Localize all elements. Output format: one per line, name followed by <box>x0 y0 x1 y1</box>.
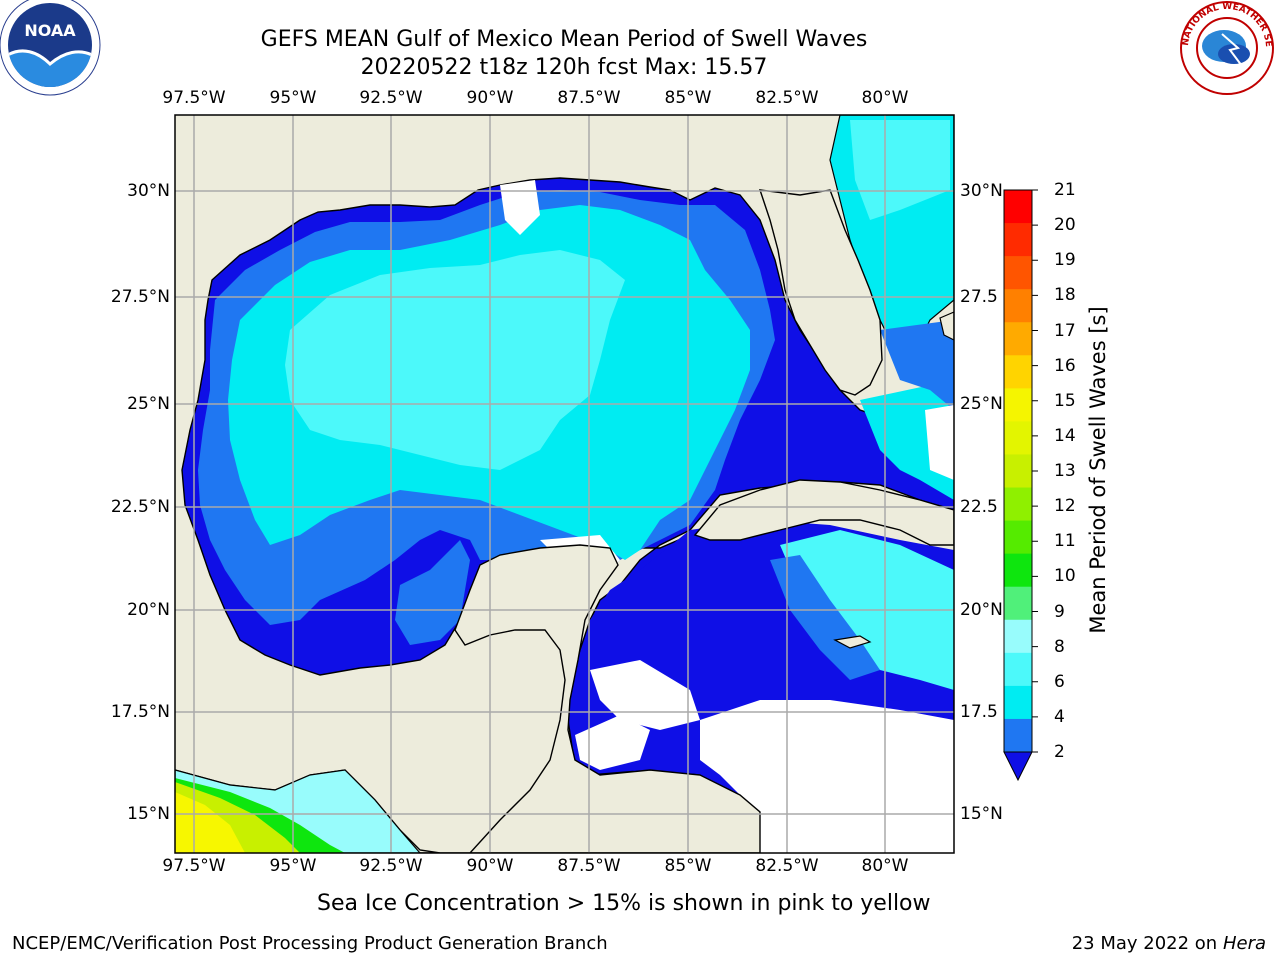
lon-label: 85°W <box>664 856 712 876</box>
colorbar-segment <box>1004 718 1032 753</box>
lat-label: 17.5°N <box>110 702 170 722</box>
colorbar-tick-label: 4 <box>1054 706 1065 727</box>
florida-land <box>758 189 883 396</box>
no-data-patch <box>925 405 954 480</box>
colorbar-segment <box>1004 685 1032 720</box>
colorbar-segment <box>1004 553 1032 588</box>
colorbar-tick-label: 14 <box>1054 425 1076 446</box>
island-outline <box>833 635 872 649</box>
lon-label: 90°W <box>466 88 514 108</box>
colorbar-tick-label: 16 <box>1054 355 1076 376</box>
lon-label: 87.5°W <box>557 88 621 108</box>
no-data-patch <box>575 715 650 770</box>
lon-label: 97.5°W <box>162 856 226 876</box>
credit-branch: NCEP/EMC/Verification Post Processing Pr… <box>12 933 608 954</box>
colorbar-segment <box>1004 586 1032 621</box>
colorbar-segment <box>1004 355 1032 389</box>
colorbar-tick-label: 11 <box>1054 531 1076 552</box>
colorbar-tick-label: 12 <box>1054 496 1076 517</box>
lat-label: 20°N <box>960 600 1003 620</box>
colorbar-tick-label: 17 <box>1054 320 1076 341</box>
colorbar-segment <box>1004 256 1032 290</box>
pacific-contour-14-15 <box>175 792 245 853</box>
no-data-patch <box>500 180 540 235</box>
bahamas-contour-2-4 <box>880 320 954 410</box>
lat-label: 15°N <box>960 804 1003 824</box>
lon-label: 87.5°W <box>557 856 621 876</box>
map-title: GEFS MEAN Gulf of Mexico Mean Period of … <box>260 27 868 52</box>
lat-label: 22.5 <box>960 497 998 517</box>
atlantic-contour-6-8 <box>850 120 950 220</box>
colorbar-segment <box>1004 388 1032 422</box>
lon-label: 95°W <box>269 856 317 876</box>
lat-label: 25°N <box>960 394 1003 414</box>
colorbar-tick-label: 10 <box>1054 566 1076 587</box>
noaa-logo: NOAA <box>0 0 101 96</box>
colorbar-segment <box>1004 421 1032 455</box>
caribbean-contour-2-4 <box>770 555 880 680</box>
grid-lines <box>175 115 954 853</box>
lat-label: 15°N <box>127 804 170 824</box>
colorbar-tick-label: 2 <box>1054 742 1065 762</box>
nws-ring-text: NATIONAL WEATHER SERVICE <box>0 0 1273 47</box>
colorbar-tick-label: 8 <box>1054 636 1065 657</box>
map-area <box>175 115 954 853</box>
lon-label: 85°W <box>664 88 712 108</box>
lat-label: 22.5°N <box>110 497 170 517</box>
colorbar-segment <box>1004 289 1032 323</box>
colorbar-segment <box>1004 454 1032 489</box>
credit-date: 23 May 2022 on Hera <box>1072 933 1266 954</box>
colorbar <box>1003 189 1038 782</box>
credit-host: Hera <box>1222 933 1266 954</box>
lon-label: 80°W <box>861 88 909 108</box>
lat-label: 30°N <box>960 181 1003 201</box>
map-frame <box>174 114 955 854</box>
colorbar-label: Mean Period of Swell Waves [s] <box>1086 306 1110 634</box>
colorbar-segment <box>1004 322 1032 356</box>
credit-date-text: 23 May 2022 on <box>1071 933 1218 954</box>
lon-label: 97.5°W <box>162 88 226 108</box>
colorbar-segment <box>1004 223 1032 257</box>
sea-ice-note: Sea Ice Concentration > 15% is shown in … <box>317 891 931 916</box>
colorbar-tick-label: 18 <box>1054 285 1076 306</box>
gulf-contour-6-8 <box>285 250 625 470</box>
lat-label: 30°N <box>127 181 170 201</box>
colorbar-tick-label: 21 <box>1054 180 1076 200</box>
nws-logo: NATIONAL WEATHER SERVICE <box>0 0 1274 95</box>
lat-label: 20°N <box>127 600 170 620</box>
colorbar-tick-label: 20 <box>1054 215 1076 236</box>
lat-label: 17.5 <box>960 702 998 722</box>
lon-label: 90°W <box>466 856 514 876</box>
lat-label: 25°N <box>127 394 170 414</box>
campeche-contour-2-4 <box>395 540 470 645</box>
lon-label: 80°W <box>861 856 909 876</box>
colorbar-tick-label: 9 <box>1054 601 1065 622</box>
lon-label: 82.5°W <box>755 88 819 108</box>
island-outline <box>939 311 954 341</box>
colorbar-extend-triangle <box>1003 751 1033 782</box>
colorbar-segment <box>1004 190 1032 224</box>
colorbar-segment <box>1004 487 1032 522</box>
colorbar-segment <box>1004 520 1032 555</box>
lon-label: 82.5°W <box>755 856 819 876</box>
lon-label: 95°W <box>269 88 317 108</box>
lon-label: 92.5°W <box>359 88 423 108</box>
colorbar-segment <box>1004 619 1032 654</box>
map-subtitle: 20220522 t18z 120h fcst Max: 15.57 <box>360 55 768 80</box>
colorbar-segment <box>1004 652 1032 687</box>
colorbar-tick-label: 15 <box>1054 390 1076 411</box>
colorbar-tick-label: 6 <box>1054 671 1065 692</box>
colorbar-tick-label: 13 <box>1054 461 1076 481</box>
colorbar-tick-label: 19 <box>1054 250 1076 271</box>
lat-label: 27.5°N <box>110 287 170 307</box>
noaa-logo-text: NOAA <box>24 21 76 40</box>
lon-label: 92.5°W <box>359 856 423 876</box>
lat-label: 27.5 <box>960 287 998 307</box>
